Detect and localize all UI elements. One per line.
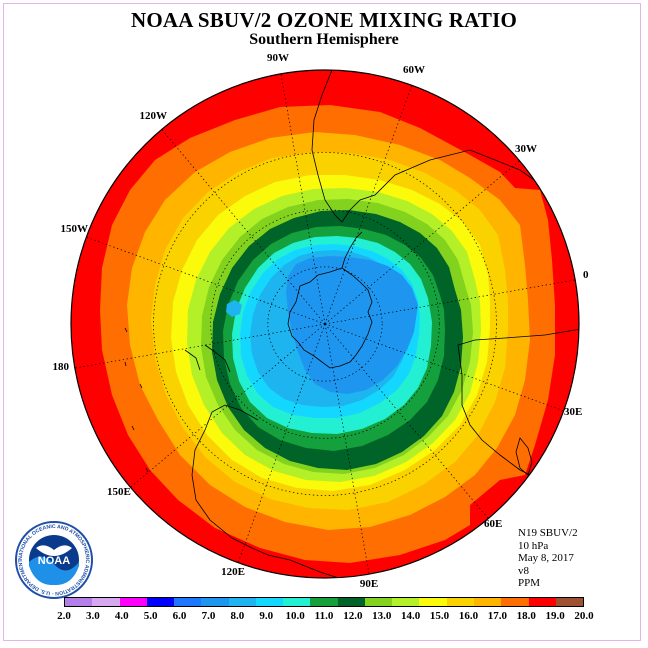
africa-coast: [457, 324, 579, 481]
colorbar-tick-label: 2.0: [57, 610, 71, 622]
colorbar-tick-label: 14.0: [401, 610, 421, 622]
australia-coast: [191, 404, 346, 578]
colorbar-tick-label: 8.0: [230, 610, 245, 622]
lon-label-90e: 90E: [360, 578, 378, 590]
colorbar-tick-label: 11.0: [314, 610, 334, 622]
lon-label-0: 0: [583, 269, 589, 281]
new-zealand: [184, 344, 231, 373]
colorbar-swatch: [528, 598, 556, 606]
colorbar-swatch: [283, 598, 311, 606]
colorbar-tick-label: 15.0: [429, 610, 450, 622]
colorbar-swatch: [501, 598, 529, 606]
lon-label-150w: 150W: [61, 223, 89, 235]
plot-frame: [3, 3, 641, 641]
colorbar-tick-label: 5.0: [143, 610, 158, 622]
colorbar-swatch: [446, 598, 474, 606]
antarctica-coast: [287, 267, 373, 369]
lon-label-150e: 150E: [107, 486, 131, 498]
colorbar-tick-label: 3.0: [86, 610, 100, 622]
lon-label-30e: 30E: [564, 406, 582, 418]
pacific-islands: [124, 327, 149, 473]
ozone-field: [71, 70, 579, 578]
info-satellite: N19 SBUV/2: [518, 527, 578, 539]
colorbar-swatch: [364, 598, 393, 606]
colorbar-swatch: [473, 598, 502, 606]
colorbar-tick-label: 9.0: [259, 610, 274, 622]
lon-label-180: 180: [53, 361, 70, 373]
lon-label-120e: 120E: [221, 566, 245, 578]
info-version: v8: [518, 564, 529, 577]
colorbar-tick-label: 18.0: [516, 610, 536, 622]
colorbar-swatch: [555, 598, 584, 606]
lon-label-60e: 60E: [484, 518, 502, 530]
coastlines: [124, 70, 579, 578]
madagascar: [515, 437, 533, 476]
south-america-coast: [311, 70, 549, 223]
lon-label-30w: 30W: [515, 143, 537, 155]
info-pressure-level: 10 hPa: [518, 539, 549, 552]
info-units: PPM: [518, 577, 541, 589]
colorbar-swatch: [146, 598, 175, 606]
graticule: [74, 73, 576, 575]
longitude-labels: 0 30E 60E 90E 120E 150E 180 150W 120W 90…: [53, 52, 590, 590]
info-date: May 8, 2017: [518, 552, 574, 564]
colorbar-tick-label: 17.0: [487, 610, 507, 622]
page-subtitle: Southern Hemisphere: [249, 31, 399, 48]
colorbar-swatch: [201, 598, 229, 606]
colorbar-swatch: [255, 598, 284, 606]
colorbar-tick-label: 16.0: [458, 610, 479, 622]
info-block: N19 SBUV/2 10 hPa May 8, 2017 v8 PPM: [518, 527, 578, 590]
latitude-circle: [267, 266, 383, 382]
noaa-logo: NATIONAL OCEANIC AND ATMOSPHERIC ADMINIS…: [14, 520, 93, 599]
antarctic-peninsula: [341, 231, 363, 269]
colorbar-tick-label: 7.0: [201, 610, 216, 622]
colorbar-labels: 2.0 3.0 4.0 5.0 6.0 7.0 8.0 9.0 10.0 11.0 12.0 13.0…: [0, 610, 648, 624]
latitude-circle: [210, 209, 440, 439]
map-border: [70, 69, 580, 579]
colorbar-swatch: [337, 598, 365, 606]
colorbar-swatch: [174, 598, 202, 606]
colorbar-swatch: [419, 598, 447, 606]
lon-label-90w: 90W: [267, 52, 289, 64]
colorbar-swatch: [119, 598, 147, 606]
logo-wordmark: NOAA: [38, 555, 70, 567]
colorbar-tick-label: 10.0: [285, 610, 305, 622]
latitude-circle: [153, 152, 497, 496]
colorbar-swatch: [228, 598, 256, 606]
page-title: NOAA SBUV/2 OZONE MIXING RATIO: [131, 8, 517, 32]
colorbar: [64, 597, 584, 607]
colorbar-swatch: [92, 598, 120, 606]
lon-label-60w: 60W: [403, 64, 425, 76]
colorbar-tick-label: 6.0: [172, 610, 187, 622]
colorbar-tick-label: 20.0: [574, 610, 594, 622]
colorbar-swatch: [392, 598, 420, 606]
band-7-8-pocket: [226, 300, 242, 317]
colorbar-tick-label: 19.0: [545, 610, 565, 622]
colorbar-tick-label: 4.0: [114, 610, 129, 622]
colorbar-swatch: [65, 598, 93, 606]
colorbar-swatch: [310, 598, 338, 606]
colorbar-tick-label: 13.0: [372, 610, 392, 622]
lon-label-120w: 120W: [140, 110, 168, 122]
colorbar-tick-label: 12.0: [343, 610, 363, 622]
